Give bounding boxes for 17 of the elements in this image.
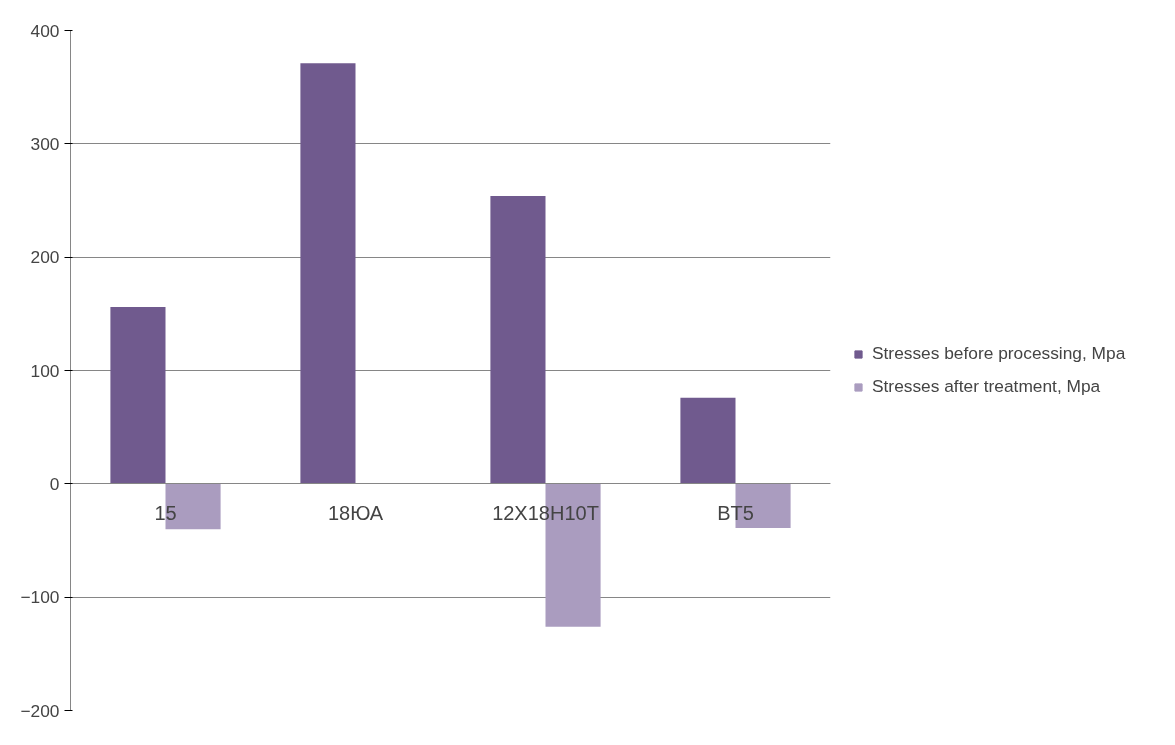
y-tick-label: 400 xyxy=(30,20,60,41)
legend-label: Stresses before processing, Mpa xyxy=(872,343,1126,364)
bar xyxy=(300,63,356,484)
y-tick-label: −100 xyxy=(20,587,60,608)
x-tick-label: 18ЮА xyxy=(327,501,384,524)
legend-label: Stresses after treatment, Mpa xyxy=(872,376,1101,397)
x-tick-label: 12X18H10T xyxy=(492,501,599,524)
bar xyxy=(490,195,546,484)
bar xyxy=(110,307,166,484)
y-tick-label: 100 xyxy=(30,360,60,381)
y-tick-label: 0 xyxy=(49,473,60,494)
bar xyxy=(680,397,736,484)
x-tick-label: 15 xyxy=(154,501,177,524)
x-tick-label: BT5 xyxy=(717,501,754,524)
y-tick-label: 300 xyxy=(30,133,60,154)
y-tick-label: −200 xyxy=(20,700,60,721)
y-tick-label: 200 xyxy=(30,247,60,268)
